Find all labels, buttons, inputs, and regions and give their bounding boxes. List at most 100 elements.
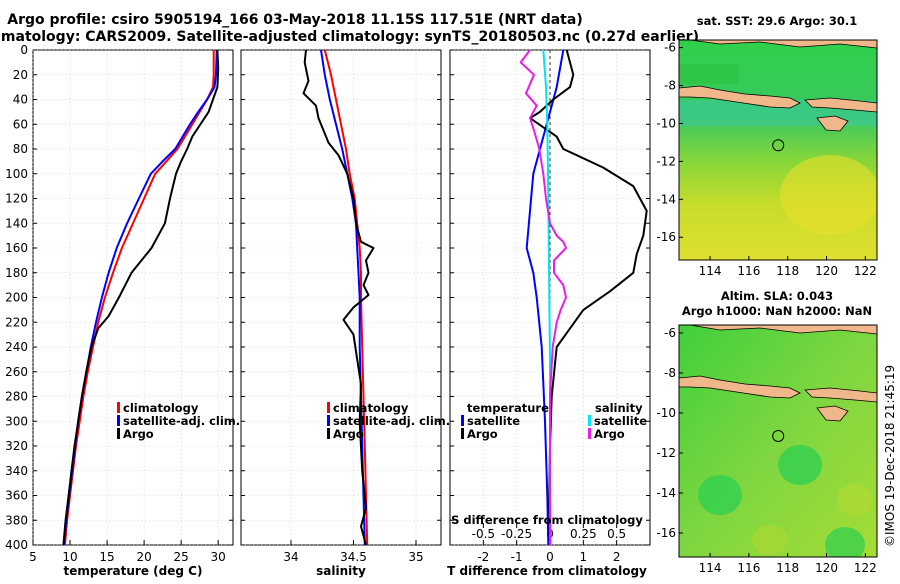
map-lat-tick-label: -14 [656,486,676,500]
x-tick-label: 10 [62,550,77,564]
x-tick-label: 20 [136,550,151,564]
temperature-gridlines [32,49,233,546]
legend-s-argo-swatch [588,428,591,439]
x-tick-label: 1 [580,550,588,564]
x-tick-label: -2 [477,550,489,564]
depth-tick-label: 360 [5,489,28,503]
map-lat-tick-label: -16 [656,230,676,244]
series-line-t-satellite [525,49,565,546]
sla-eddy-2 [778,445,822,485]
legend-s-satellite-swatch [588,415,591,426]
legend-t-argo-swatch [461,428,464,439]
map-lon-tick-label: 120 [815,561,838,575]
map-lat-tick-label: -6 [664,326,676,340]
x-tick-label: -1 [511,550,523,564]
temperature-x-ticks: 5 10 15 20 25 30 [29,550,226,564]
s-diff-tick-label: 0.5 [607,527,626,541]
temperature-legend: climatology satellite-adj. clim. Argo [117,401,240,441]
sst-borneo-land [689,40,877,49]
map-lat-tick-label: -16 [656,526,676,540]
sla-sumbawa-land [804,387,877,403]
sla-high-1 [752,525,788,555]
sst-map-field [679,40,877,260]
figure-title-line2: Climatology: CARS2009. Satellite-adjuste… [0,29,699,45]
depth-tick-label: 380 [5,513,28,527]
sst-warm-patch [780,155,877,235]
legend-satellite-swatch [327,415,330,426]
map-lon-tick-label: 122 [854,561,877,575]
map-lat-tick-label: -10 [656,116,676,130]
x-tick-label: 2 [613,550,621,564]
depth-tick-label: 240 [5,340,28,354]
sla-map-ticks: 114 116 118 120 122 -6 -8 -10 -12 -14 -16 [656,326,876,575]
x-tick-label: 25 [174,550,189,564]
map-lon-tick-label: 114 [699,264,722,278]
difference-xlabel: T difference from climatology [447,564,647,578]
salinity-gridlines [241,49,441,546]
depth-tick-label: 320 [5,439,28,453]
sst-map-title: sat. SST: 29.6 Argo: 30.1 [697,14,857,28]
legend-satellite-label: satellite-adj. clim. [123,414,240,428]
map-lon-tick-label: 116 [737,561,760,575]
x-tick-label: 34.5 [340,550,367,564]
sst-argo-location-marker [772,139,785,152]
s-difference-axis-label: S difference from climatology [451,513,643,527]
depth-tick-label: 340 [5,464,28,478]
depth-tick-label: 20 [13,68,28,82]
depth-tick-label: 300 [5,414,28,428]
sla-sumba-land [816,405,849,422]
x-tick-label: 30 [211,550,226,564]
sla-eddy-3 [825,527,865,557]
sla-map-subtitle: Argo h1000: NaN h2000: NaN [682,304,872,318]
x-tick-label: 0 [546,550,554,564]
map-lat-tick-label: -14 [656,192,676,206]
sst-map-frame [678,39,878,261]
s-diff-tick-label: -0.5 [472,527,495,541]
depth-tick-label: 220 [5,315,28,329]
x-tick-label: 35 [408,550,423,564]
sla-map-panel: Altim. SLA: 0.043 Argo h1000: NaN h2000:… [656,289,878,575]
depth-tick-label: 260 [5,365,28,379]
legend-satellite-label: satellite-adj. clim. [333,414,450,428]
difference-panel: -2 -1 0 1 2 -0.5 -0.25 0 0.25 0.5 S difference f… [447,49,651,578]
legend-climatology-label: climatology [123,401,199,415]
sla-argo-location-marker [772,430,785,442]
legend-argo-label: Argo [333,427,364,441]
salinity-legend: climatology satellite-adj. clim. Argo [327,401,450,441]
depth-tick-label: 280 [5,390,28,404]
depth-tick-label: 140 [5,216,28,230]
difference-series [519,49,648,546]
depth-tick-label: 200 [5,291,28,305]
x-tick-label: 15 [99,550,114,564]
map-lon-tick-label: 122 [854,264,877,278]
map-lon-tick-label: 118 [776,561,799,575]
temperature-panel: 5 10 15 20 25 30 0 20 40 60 80 100 120 140 160 180 200 2… [5,43,240,578]
legend-satellite-swatch [117,415,120,426]
salinity-x-ticks: 34 34.5 35 [283,550,423,564]
figure-title-line1: Argo profile: csiro 5905194_166 03-May-2… [7,12,582,28]
legend-temperature-title: temperature [467,401,549,415]
x-tick-label: 5 [29,550,37,564]
legend-climatology-label: climatology [333,401,409,415]
sst-sumba-land [816,115,849,132]
depth-tick-label: 400 [5,538,28,552]
legend-climatology-swatch [327,402,330,413]
legend-argo-swatch [117,428,120,439]
legend-argo-swatch [327,428,330,439]
depth-y-ticks: 0 20 40 60 80 100 120 140 160 180 200 220 240 260 280 3… [5,43,28,552]
sst-map-ticks: 114 116 118 120 122 -6 -8 -10 -12 -14 -16 [656,41,876,278]
salinity-panel: 34 34.5 35 salinity climatology satellite-… [240,49,450,578]
legend-climatology-swatch [117,402,120,413]
sst-map-panel: sat. SST: 29.6 Argo: 30.1 114 116 118 120 12… [656,14,878,278]
sla-map-title: Altim. SLA: 0.043 [721,289,833,303]
legend-t-satellite-swatch [461,415,464,426]
sla-borneo-land [689,325,877,335]
depth-tick-label: 120 [5,192,28,206]
temperature-xlabel: temperature (deg C) [64,564,203,578]
depth-tick-label: 80 [13,142,28,156]
legend-s-argo-label: Argo [594,427,625,441]
legend-t-argo-label: Argo [467,427,498,441]
legend-salinity-title: salinity [595,401,643,415]
sla-high-2 [837,484,873,516]
